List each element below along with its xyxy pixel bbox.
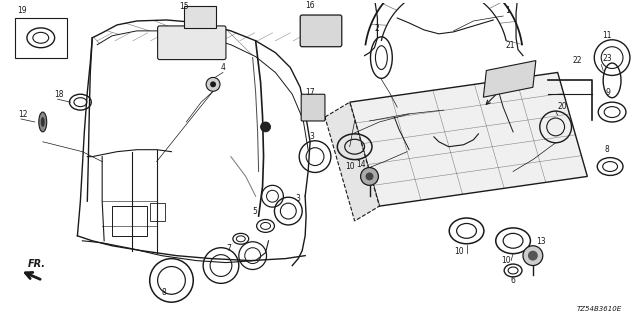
Text: 23: 23 — [602, 53, 612, 63]
Text: 21: 21 — [506, 41, 515, 50]
FancyBboxPatch shape — [300, 15, 342, 47]
Polygon shape — [325, 102, 380, 221]
Bar — [15, 18, 67, 58]
Text: 12: 12 — [18, 110, 28, 119]
Polygon shape — [483, 60, 536, 97]
Bar — [112, 206, 147, 236]
Text: 3: 3 — [295, 194, 300, 203]
Text: 9: 9 — [605, 88, 610, 97]
Circle shape — [360, 167, 378, 185]
Text: 22: 22 — [573, 56, 582, 65]
Text: 6: 6 — [511, 276, 515, 285]
Text: 5: 5 — [253, 207, 257, 216]
Text: 13: 13 — [536, 237, 545, 246]
Text: TZ54B3610E: TZ54B3610E — [577, 306, 622, 312]
FancyBboxPatch shape — [157, 26, 226, 60]
Text: 3: 3 — [310, 132, 314, 141]
Text: FR.: FR. — [28, 259, 46, 268]
Text: 11: 11 — [602, 31, 612, 40]
Circle shape — [365, 172, 374, 180]
Text: 8: 8 — [604, 145, 609, 154]
Ellipse shape — [41, 117, 45, 127]
Text: 8: 8 — [161, 288, 166, 297]
Bar — [150, 203, 164, 221]
Circle shape — [210, 81, 216, 87]
Circle shape — [523, 246, 543, 266]
Text: 10: 10 — [501, 256, 511, 265]
Bar — [184, 6, 216, 28]
Text: 16: 16 — [305, 1, 315, 10]
Circle shape — [260, 122, 271, 132]
Text: 1: 1 — [505, 6, 510, 15]
Text: 15: 15 — [180, 2, 189, 11]
Polygon shape — [349, 72, 588, 206]
Text: 10: 10 — [345, 163, 355, 172]
Circle shape — [206, 77, 220, 91]
Text: 19: 19 — [17, 6, 27, 15]
Text: 4: 4 — [221, 63, 226, 73]
Ellipse shape — [39, 112, 47, 132]
Text: 7: 7 — [226, 244, 231, 253]
Text: 18: 18 — [54, 90, 64, 99]
Text: 10: 10 — [454, 247, 463, 256]
Circle shape — [528, 251, 538, 260]
Text: 20: 20 — [557, 102, 567, 111]
Text: 14: 14 — [356, 160, 366, 169]
Text: 17: 17 — [305, 88, 315, 97]
FancyBboxPatch shape — [301, 94, 325, 121]
Text: 2: 2 — [374, 24, 379, 33]
